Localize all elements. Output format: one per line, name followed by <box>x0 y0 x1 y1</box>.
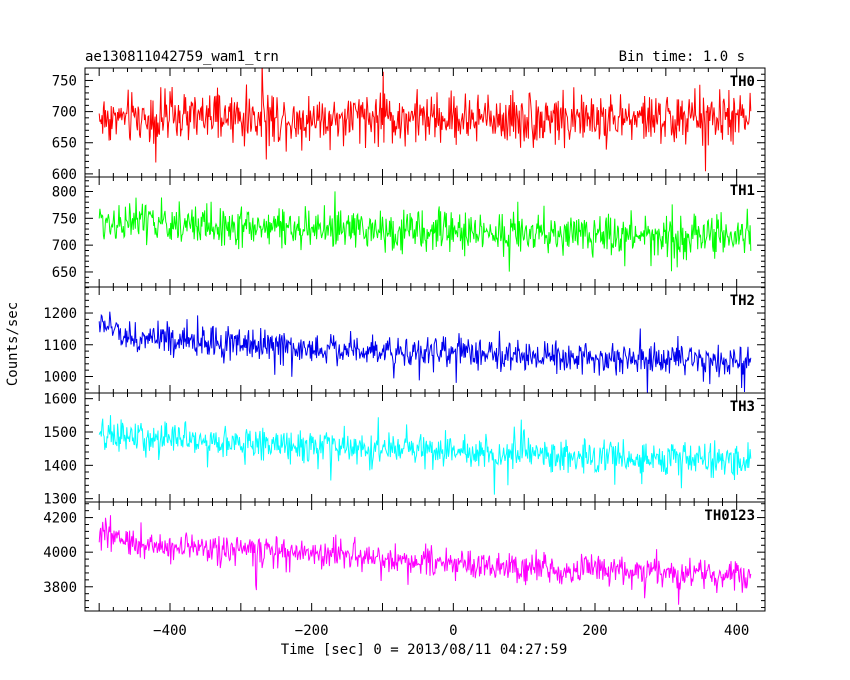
series-th2-line <box>98 311 752 393</box>
series-th3-line <box>98 415 752 495</box>
series-th0-line <box>98 68 752 172</box>
panel-frame <box>84 392 766 503</box>
y-tick-label: 750 <box>52 211 77 227</box>
panel-th0123: 3800 4000 4200 TH0123 <box>43 501 766 612</box>
series-th0123-line <box>98 515 752 605</box>
y-tick-label: 800 <box>52 184 77 200</box>
chart-title: ae130811042759_wam1_trn <box>85 49 279 65</box>
y-tick-label: 4000 <box>43 545 77 561</box>
y-tick-label: 1300 <box>43 492 77 508</box>
panel-th3: 1300 1400 1500 1600 TH3 <box>43 392 766 508</box>
y-tick-label: 4200 <box>43 511 77 527</box>
panel-label-th3: TH3 <box>730 399 755 415</box>
y-tick-label: 1100 <box>43 338 77 354</box>
y-tick-label: 650 <box>52 136 77 152</box>
y-tick-label: 700 <box>52 238 77 254</box>
series-th1-line <box>98 191 752 272</box>
x-tick-label: −400 <box>153 623 187 639</box>
x-tick-label: 200 <box>582 623 607 639</box>
panel-label-th1: TH1 <box>730 183 755 199</box>
panels-group: 600 650 700 750 TH0 650 700 750 800 TH1 1000 1100 12… <box>43 67 766 612</box>
y-tick-label: 650 <box>52 265 77 281</box>
panel-th1: 650 700 750 800 TH1 <box>52 176 766 288</box>
bin-time-label: Bin time: 1.0 s <box>619 49 745 65</box>
panel-label-th0123: TH0123 <box>704 508 755 524</box>
y-tick-label: 750 <box>52 73 77 89</box>
panel-label-th2: TH2 <box>730 293 755 309</box>
y-tick-label: 700 <box>52 105 77 121</box>
x-axis-label: Time [sec] 0 = 2013/08/11 04:27:59 <box>281 642 568 658</box>
y-axis-label: Counts/sec <box>5 302 21 386</box>
y-tick-label: 1000 <box>43 369 77 385</box>
panel-label-th0: TH0 <box>730 74 755 90</box>
panel-th2: 1000 1100 1200 TH2 <box>43 286 766 394</box>
x-tick-label: 0 <box>449 623 457 639</box>
x-tick-label: −200 <box>295 623 329 639</box>
x-tick-labels: −400 −200 0 200 400 <box>153 623 749 639</box>
panel-frame <box>84 286 766 394</box>
x-tick-label: 400 <box>724 623 749 639</box>
y-tick-label: 3800 <box>43 580 77 596</box>
panel-th0: 600 650 700 750 TH0 <box>52 67 766 183</box>
y-tick-label: 1200 <box>43 306 77 322</box>
y-tick-label: 1500 <box>43 425 77 441</box>
y-tick-label: 600 <box>52 167 77 183</box>
y-tick-label: 1600 <box>43 392 77 408</box>
y-tick-label: 1400 <box>43 458 77 474</box>
